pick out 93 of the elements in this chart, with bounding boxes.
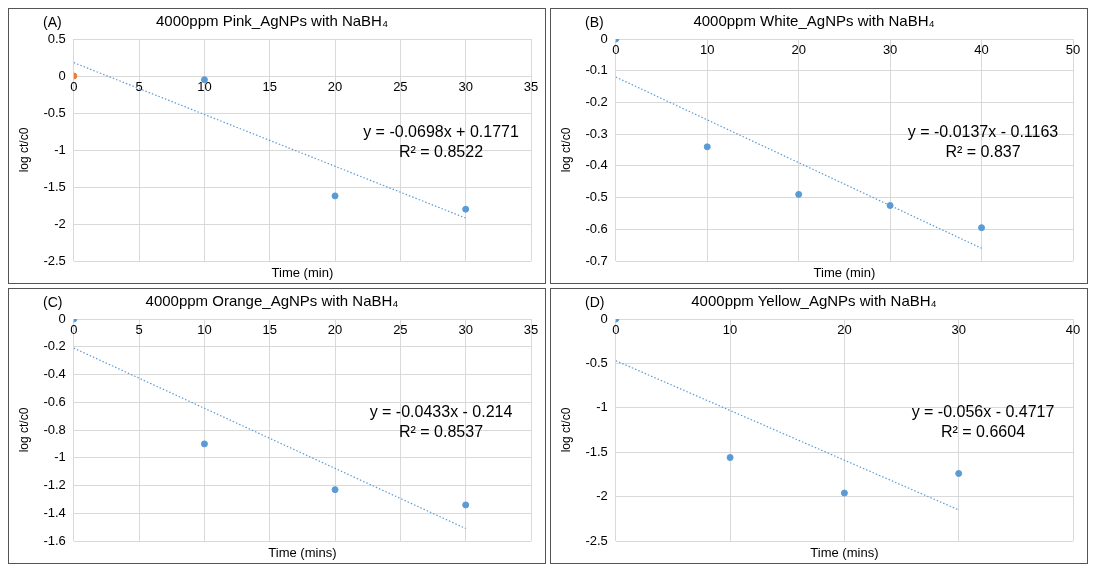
annotation: R² = 0.6604 [940, 422, 1026, 440]
x-tick-label: 25 [393, 79, 408, 95]
x-axis-title: Time (min) [271, 264, 334, 280]
y-axis-title: log ct/c0 [16, 407, 31, 453]
x-tick-label: 50 [1065, 42, 1081, 58]
x-tick-label: 15 [262, 79, 277, 95]
y-tick-label: -0.5 [585, 354, 608, 370]
y-axis-title: log ct/c0 [16, 127, 31, 173]
x-tick-label: 5 [135, 79, 143, 95]
y-tick-label: -1.5 [43, 178, 66, 194]
x-tick-label: 35 [523, 79, 539, 95]
point [703, 143, 711, 151]
point [955, 470, 963, 478]
x-tick-label: 20 [837, 322, 852, 338]
point [331, 192, 339, 200]
point [886, 202, 894, 209]
y-axis-title: log ct/c0 [558, 127, 573, 173]
x-tick-label: 20 [327, 322, 343, 338]
x-tick-label: 10 [197, 322, 212, 338]
y-tick-label: -0.3 [585, 125, 608, 141]
y-tick-label: -1 [596, 399, 608, 415]
x-tick-label: 20 [327, 79, 343, 95]
x-tick-label: 10 [722, 322, 738, 338]
y-tick-label: -1.4 [43, 504, 66, 520]
y-tick-label: 0.5 [47, 30, 66, 46]
y-tick-label: -0.4 [43, 366, 66, 382]
y-tick-label: -0.7 [585, 252, 608, 268]
x-tick-label: 30 [951, 322, 966, 338]
chart-title: 4000ppm Orange_AgNPs with NaBH₄ [145, 292, 399, 310]
y-tick-label: -1.5 [585, 443, 608, 459]
y-tick-label: -0.8 [43, 421, 66, 437]
x-tick-label: 10 [700, 42, 715, 58]
y-tick-label: 0 [58, 67, 66, 83]
annotation: y = -0.056x - 0.4717 [911, 402, 1055, 420]
x-tick-label: 25 [393, 322, 408, 338]
x-axis-title: Time (mins) [810, 544, 879, 560]
x-tick-label: 10 [197, 79, 212, 95]
y-tick-label: -0.2 [585, 94, 608, 110]
point [200, 440, 208, 448]
y-tick-label: -2.5 [585, 532, 608, 548]
y-tick-label: -0.2 [43, 338, 66, 354]
point [978, 224, 986, 232]
x-tick-label: 0 [612, 322, 620, 338]
y-tick-label: -0.5 [43, 104, 66, 120]
point [795, 190, 803, 198]
y-tick-label: -1 [54, 141, 66, 157]
annotation: R² = 0.8522 [398, 142, 484, 160]
annotation: y = -0.0698x + 0.1771 [363, 122, 519, 140]
point [331, 486, 339, 494]
x-tick-label: 5 [135, 322, 143, 338]
point [840, 489, 848, 497]
y-tick-label: -1.6 [43, 532, 66, 548]
x-tick-label: 40 [1065, 322, 1081, 338]
y-tick-label: 0 [600, 310, 608, 326]
y-axis-title: log ct/c0 [558, 407, 573, 453]
x-tick-label: 0 [612, 42, 620, 58]
y-tick-label: -0.6 [585, 220, 608, 236]
point [462, 501, 470, 509]
y-tick-label: -0.6 [43, 393, 66, 409]
chart-title: 4000ppm White_AgNPs with NaBH₄ [693, 12, 935, 30]
point [726, 454, 734, 462]
x-axis-title: Time (mins) [268, 544, 337, 560]
x-tick-label: 0 [70, 79, 78, 95]
annotation: y = -0.0433x - 0.214 [369, 402, 513, 420]
y-tick-label: -0.1 [585, 62, 608, 78]
text: (C) [43, 293, 63, 310]
x-axis-title: Time (min) [813, 264, 876, 280]
text: (D) [585, 293, 605, 310]
x-tick-label: 15 [262, 322, 277, 338]
x-tick-label: 30 [882, 42, 898, 58]
y-tick-label: -0.4 [585, 157, 608, 173]
annotation: R² = 0.8537 [398, 422, 484, 440]
chart-title: 4000ppm Yellow_AgNPs with NaBH₄ [691, 292, 937, 310]
point [462, 205, 470, 213]
x-tick-label: 35 [523, 322, 539, 338]
annotation: y = -0.0137x - 0.1163 [907, 122, 1059, 140]
y-tick-label: -1.2 [43, 477, 66, 493]
annotation: R² = 0.837 [945, 142, 1021, 160]
text: (B) [585, 13, 604, 30]
y-tick-label: 0 [600, 30, 608, 46]
text: (A) [43, 13, 62, 30]
y-tick-label: -0.5 [585, 189, 608, 205]
y-tick-label: -2 [54, 215, 66, 231]
x-tick-label: 0 [70, 322, 78, 338]
x-tick-label: 30 [458, 79, 473, 95]
y-tick-label: 0 [58, 310, 66, 326]
y-tick-label: -1 [54, 449, 66, 465]
y-tick-label: -2 [596, 488, 608, 504]
y-tick-label: -2.5 [43, 252, 66, 268]
x-tick-label: 40 [974, 42, 989, 58]
x-tick-label: 20 [791, 42, 806, 58]
x-tick-label: 30 [458, 322, 473, 338]
chart-title: 4000ppm Pink_AgNPs with NaBH₄ [155, 12, 389, 30]
